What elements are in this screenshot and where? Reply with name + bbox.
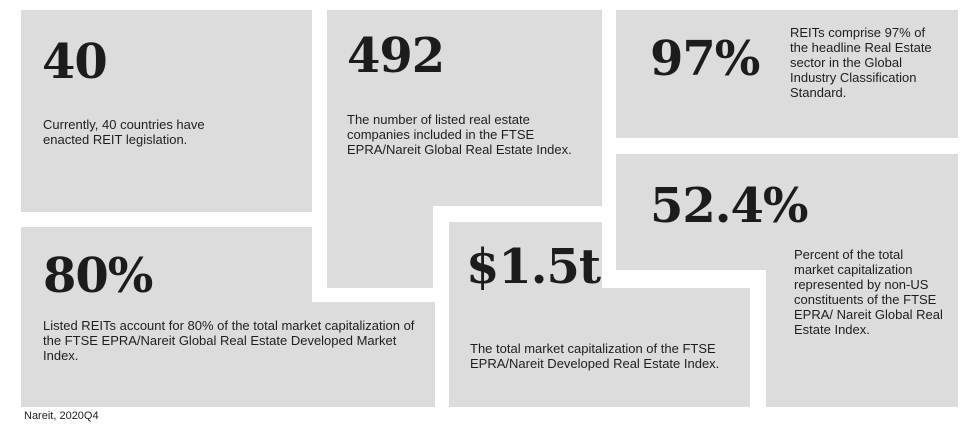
- stat-value-countries: 40: [42, 34, 108, 90]
- stat-description-companies: The number of listed real estate compani…: [347, 112, 572, 157]
- stat-tile-companies-lower: [327, 206, 433, 288]
- stat-description-gics: REITs comprise 97% of the headline Real …: [790, 25, 932, 100]
- stat-tile-nonus: [616, 154, 958, 270]
- source-note: Nareit, 2020Q4: [24, 410, 99, 422]
- stat-description-nonus: Percent of the total market capitalizati…: [794, 247, 943, 337]
- stat-tile-marketcap: [449, 222, 602, 407]
- stat-value-share: 80%: [43, 248, 153, 304]
- stat-description-share: Listed REITs account for 80% of the tota…: [43, 318, 415, 363]
- stat-tile-share-right: [312, 302, 435, 407]
- stat-tile-marketcap-right: [602, 288, 750, 407]
- stat-tile-countries: [21, 10, 312, 212]
- stat-value-nonus: 52.4%: [650, 178, 809, 234]
- stat-tile-companies: [327, 10, 602, 206]
- stat-tile-gics: [616, 10, 958, 138]
- stat-value-gics: 97%: [650, 31, 760, 87]
- stat-description-countries: Currently, 40 countries have enacted REI…: [43, 117, 205, 147]
- stat-value-marketcap: $1.5t: [466, 239, 601, 295]
- stat-tile-share: [21, 227, 312, 407]
- stat-value-companies: 492: [347, 28, 445, 84]
- stat-description-marketcap: The total market capitalization of the F…: [470, 341, 720, 371]
- stat-tile-nonus-lower: [766, 270, 958, 407]
